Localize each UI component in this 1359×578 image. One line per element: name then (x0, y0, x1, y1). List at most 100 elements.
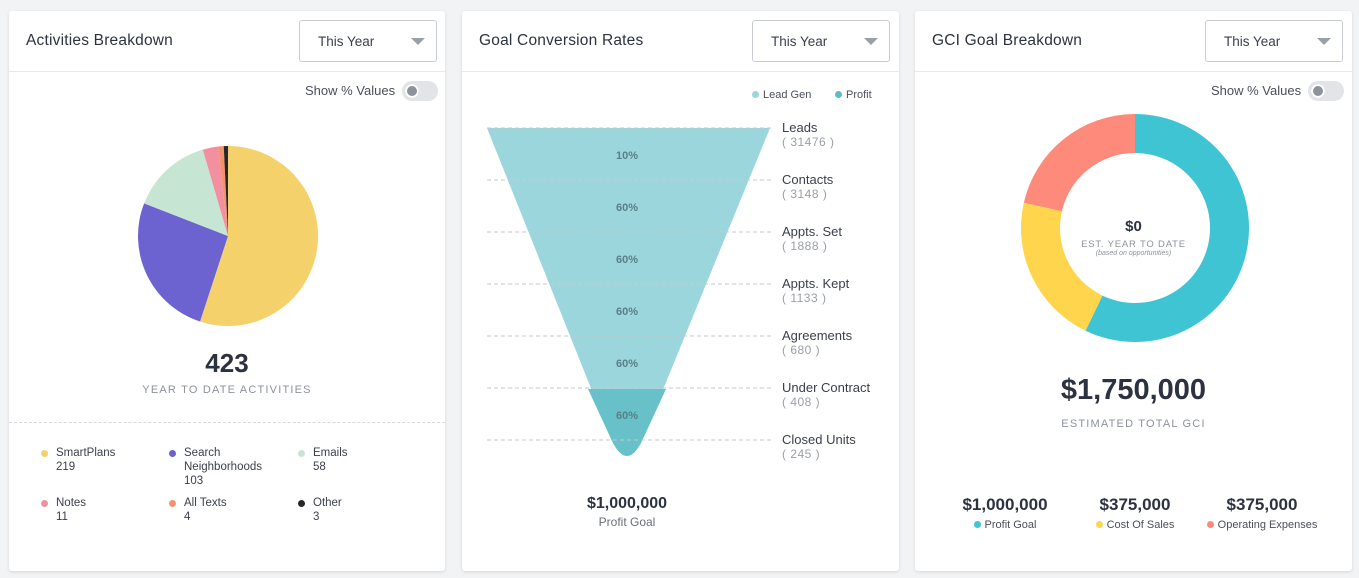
conversion-title: Goal Conversion Rates (479, 32, 644, 49)
toggle-knob (1311, 84, 1325, 98)
gci-center-caption: EST. YEAR TO DATE (1081, 239, 1186, 250)
stage-label: Agreements (782, 328, 853, 343)
stage-appts-set: Appts. Set ( 1888 ) (782, 224, 842, 254)
gci-profit-goal-summary: $1,000,000 Profit Goal (940, 495, 1070, 531)
legend-item-emails: Emails 58 (298, 446, 348, 474)
activities-total-caption: YEAR TO DATE ACTIVITIES (142, 384, 312, 396)
profit-goal-dot (973, 521, 981, 528)
rate-under-contract-closed: 60% (615, 410, 639, 422)
stage-count: ( 1888 ) (782, 239, 828, 253)
conversion-card: Goal Conversion Rates This Year Lead Gen… (462, 11, 899, 571)
stage-leads: Leads ( 31476 ) (782, 120, 835, 150)
activities-percent-toggle[interactable] (402, 81, 438, 101)
stage-agreements: Agreements ( 680 ) (782, 328, 852, 358)
pie-slice-all-texts[interactable] (218, 146, 228, 236)
rate-appts-set-kept: 60% (615, 254, 639, 266)
legend-label: Search Neighborhoods (184, 447, 263, 473)
activities-total: 423 (205, 348, 249, 378)
activities-header: Activities Breakdown This Year (9, 11, 445, 72)
chevron-down-icon (1317, 38, 1331, 45)
legend-profit: Profit (835, 89, 872, 101)
gci-title: GCI Goal Breakdown (932, 32, 1083, 49)
stage-label: Appts. Set (782, 224, 842, 239)
activities-card: Activities Breakdown This Year Show % Va… (9, 11, 445, 571)
legend-label: Notes (56, 497, 87, 509)
profit-goal-value: $1,000,000 (586, 495, 668, 512)
gci-percent-toggle-row: Show % Values (915, 81, 1352, 101)
activities-percent-toggle-row: Show % Values (9, 81, 445, 101)
summary-label-row: Profit Goal (940, 519, 1070, 531)
legend-label: SmartPlans (56, 447, 116, 459)
stage-count: ( 31476 ) (782, 135, 835, 149)
gci-center-note: (based on opportunities) (1095, 250, 1172, 257)
gci-total-caption: ESTIMATED TOTAL GCI (1061, 418, 1206, 430)
summary-label: Profit Goal (984, 519, 1037, 531)
activities-title: Activities Breakdown (26, 32, 174, 49)
legend-count: 58 (313, 461, 326, 473)
legend-item-other: Other 3 (298, 496, 342, 524)
legend-count: 4 (184, 511, 191, 523)
gci-percent-toggle[interactable] (1308, 81, 1344, 101)
rate-leads-contacts: 10% (615, 150, 639, 162)
select-value: This Year (771, 34, 828, 49)
profit-goal-label: Profit Goal (598, 515, 656, 529)
legend-count: 103 (184, 475, 204, 487)
summary-label-row: Operating Expenses (1197, 519, 1327, 531)
legend-dot (41, 450, 48, 457)
conversion-funnel-chart (487, 127, 774, 456)
stage-count: ( 3148 ) (782, 187, 828, 201)
pie-slice-notes[interactable] (202, 146, 228, 236)
profit-goal-summary: $1,000,000 Profit Goal (557, 495, 697, 529)
toggle-label: Show % Values (1211, 83, 1302, 98)
summary-value: $375,000 (1099, 495, 1171, 514)
gci-period-select[interactable]: This Year (1205, 20, 1343, 62)
conversion-period-select[interactable]: This Year (752, 20, 890, 62)
gci-center-value: $0 (1125, 218, 1142, 235)
chevron-down-icon (864, 38, 878, 45)
legend-item-notes: Notes 11 (41, 496, 86, 524)
rate-appts-kept-agreements: 60% (615, 306, 639, 318)
divider (9, 422, 445, 423)
legend-count: 3 (313, 511, 320, 523)
pie-slice-emails[interactable] (144, 149, 228, 236)
pie-slice-other[interactable] (223, 146, 228, 236)
stage-label: Appts. Kept (782, 276, 850, 291)
legend-dot (169, 450, 176, 457)
legend-lead-gen-label: Lead Gen (763, 89, 812, 101)
gci-header: GCI Goal Breakdown This Year (915, 11, 1352, 72)
stage-label: Under Contract (782, 380, 871, 395)
legend-profit-label: Profit (846, 89, 872, 101)
donut-segment-profit-goal[interactable] (1085, 114, 1249, 342)
legend-count: 219 (56, 461, 76, 473)
gci-total: $1,750,000 (1060, 374, 1207, 406)
stage-count: ( 680 ) (782, 343, 821, 357)
legend-label: Other (313, 497, 342, 509)
gci-donut-chart (1021, 114, 1249, 342)
stage-closed-units: Closed Units ( 245 ) (782, 432, 856, 462)
summary-label: Cost Of Sales (1106, 519, 1175, 531)
select-value: This Year (1224, 34, 1281, 49)
legend-dot (41, 500, 48, 507)
gci-operating-expenses-summary: $375,000 Operating Expenses (1197, 495, 1327, 531)
legend-item-all-texts: All Texts 4 (169, 496, 227, 524)
gci-cost-of-sales-summary: $375,000 Cost Of Sales (1070, 495, 1200, 531)
conversion-header: Goal Conversion Rates This Year (462, 11, 899, 72)
rate-contacts-appts-set: 60% (615, 202, 639, 214)
pie-slice-smartplans[interactable] (200, 146, 318, 326)
stage-count: ( 408 ) (782, 395, 821, 409)
donut-segment-operating-expenses[interactable] (1023, 114, 1135, 212)
stage-appts-kept: Appts. Kept ( 1133 ) (782, 276, 849, 306)
toggle-label: Show % Values (305, 83, 396, 98)
stage-label: Leads (782, 120, 818, 135)
legend-dot (298, 450, 305, 457)
stage-contacts: Contacts ( 3148 ) (782, 172, 833, 202)
activities-period-select[interactable]: This Year (299, 20, 437, 62)
gci-card: GCI Goal Breakdown This Year Show % Valu… (915, 11, 1352, 571)
stage-count: ( 245 ) (782, 447, 821, 461)
donut-segment-cost-of-sales[interactable] (1021, 202, 1103, 331)
stage-label: Contacts (782, 172, 834, 187)
legend-item-search-neighborhoods: Search Neighborhoods 103 (169, 446, 274, 488)
funnel-gridlines (487, 127, 774, 441)
pie-slice-search-neighborhoods[interactable] (138, 203, 228, 322)
stage-label: Closed Units (782, 432, 856, 447)
